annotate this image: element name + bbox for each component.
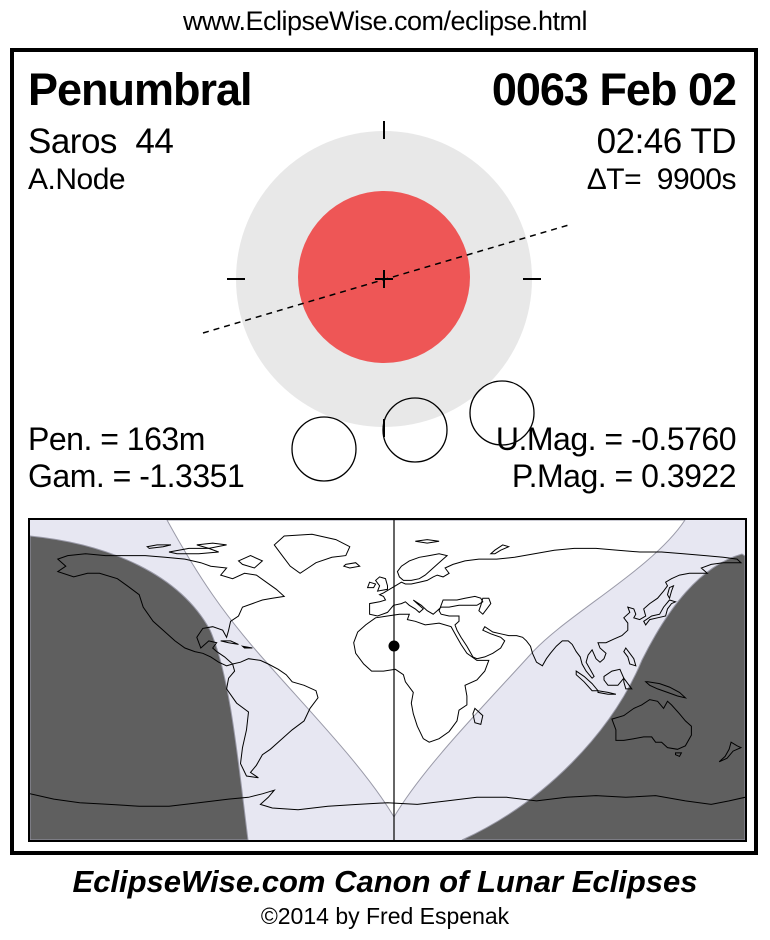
coastline-polygon — [196, 542, 227, 549]
moon-circle-greatest — [382, 397, 448, 463]
saros-series-label: Saros 44 — [28, 122, 174, 161]
copyright-text: ©2014 by Fred Espenak — [260, 903, 510, 929]
coastline-polygon — [415, 539, 440, 544]
coastline-polygon — [220, 640, 239, 645]
coastline-polygon — [472, 707, 484, 726]
shadow-center-cross — [375, 270, 393, 288]
umbral-magnitude-stat: U.Mag. = -0.5760 — [495, 421, 737, 457]
eclipse-date-label: 0063 Feb 02 — [491, 64, 737, 115]
visibility-map-frame — [28, 518, 747, 842]
world-visibility-map — [30, 520, 745, 840]
sublunar-point-dot — [388, 640, 400, 652]
coastline-polygon — [718, 741, 743, 763]
coastline-polygon — [575, 670, 600, 692]
coastline-polyline — [30, 789, 745, 811]
coastline-polygon — [146, 544, 172, 549]
moon-path-positions — [291, 380, 535, 482]
greatest-eclipse-time-label: 02:46 TD — [596, 122, 737, 161]
cardinal-ticks — [227, 121, 541, 437]
continent-coastlines — [30, 533, 745, 811]
full-visibility-region — [166, 520, 686, 818]
moon-circle-last-contact — [469, 380, 535, 446]
coastline-polygon — [597, 690, 617, 695]
coastline-polygon — [342, 562, 361, 569]
coastline-polygon — [623, 647, 637, 667]
coastline-polygon — [366, 581, 377, 589]
coastline-polygon — [56, 553, 286, 667]
moon-circle-first-contact — [291, 416, 357, 482]
coastline-polygon — [644, 681, 688, 699]
coastline-polygon — [603, 668, 625, 686]
coastline-polygon — [666, 584, 675, 600]
coastline-polygon — [168, 547, 219, 555]
coastline-polygon — [237, 555, 264, 569]
penumbral-duration-stat: Pen. = 163m — [28, 421, 205, 457]
gamma-stat: Gam. = -1.3351 — [28, 458, 245, 494]
coastline-polygon — [353, 613, 490, 743]
eclipse-type-label: Penumbral — [28, 64, 253, 115]
penumbral-magnitude-stat: P.Mag. = 0.3922 — [511, 458, 737, 494]
coastline-polygon — [240, 645, 253, 649]
delta-t-label: ΔT= 9900s — [586, 163, 737, 196]
coastline-polygon — [489, 544, 511, 555]
coastline-polygon — [273, 533, 351, 574]
coastline-polygon — [396, 553, 449, 581]
coastline-polygon — [478, 597, 492, 615]
coastline-polygon — [369, 547, 743, 679]
node-type-label: A.Node — [28, 163, 126, 196]
coastline-polygon — [374, 576, 388, 592]
source-url-text: www.EclipseWise.com/eclipse.html — [182, 6, 588, 36]
coastline-polygon — [623, 676, 633, 690]
coastline-polygon — [643, 599, 677, 626]
coastline-polygon — [675, 752, 683, 758]
coastline-polygon — [226, 658, 319, 779]
no-visibility-region-west — [30, 535, 249, 840]
shadow-geometry-diagram — [202, 121, 573, 482]
coastline-polygon — [611, 699, 692, 750]
canon-title: EclipseWise.com Canon of Lunar Eclipses — [72, 864, 698, 899]
no-visibility-region-east — [461, 553, 745, 840]
